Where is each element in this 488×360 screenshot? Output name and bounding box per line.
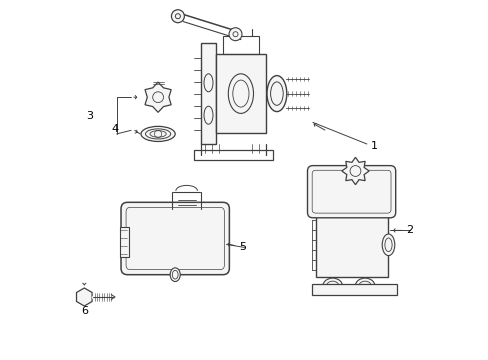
Ellipse shape	[382, 234, 394, 256]
Bar	[120, 227, 128, 257]
Circle shape	[228, 28, 242, 41]
Ellipse shape	[150, 131, 166, 137]
Polygon shape	[215, 54, 265, 133]
Polygon shape	[145, 82, 171, 112]
Bar	[194, 150, 273, 160]
FancyBboxPatch shape	[307, 166, 395, 218]
Ellipse shape	[266, 76, 286, 112]
Text: 2: 2	[405, 225, 412, 235]
Bar	[316, 212, 387, 277]
Text: 6: 6	[81, 306, 88, 316]
Polygon shape	[341, 157, 368, 185]
Bar	[311, 284, 396, 295]
Text: 4: 4	[111, 123, 118, 134]
Ellipse shape	[141, 126, 175, 141]
Polygon shape	[76, 288, 92, 306]
FancyBboxPatch shape	[121, 202, 229, 275]
Ellipse shape	[354, 278, 374, 294]
Text: 5: 5	[239, 242, 245, 252]
Ellipse shape	[322, 278, 342, 294]
Polygon shape	[201, 43, 215, 144]
Text: 1: 1	[370, 141, 377, 151]
Text: 3: 3	[86, 111, 93, 121]
Ellipse shape	[170, 268, 180, 282]
Circle shape	[171, 10, 184, 23]
